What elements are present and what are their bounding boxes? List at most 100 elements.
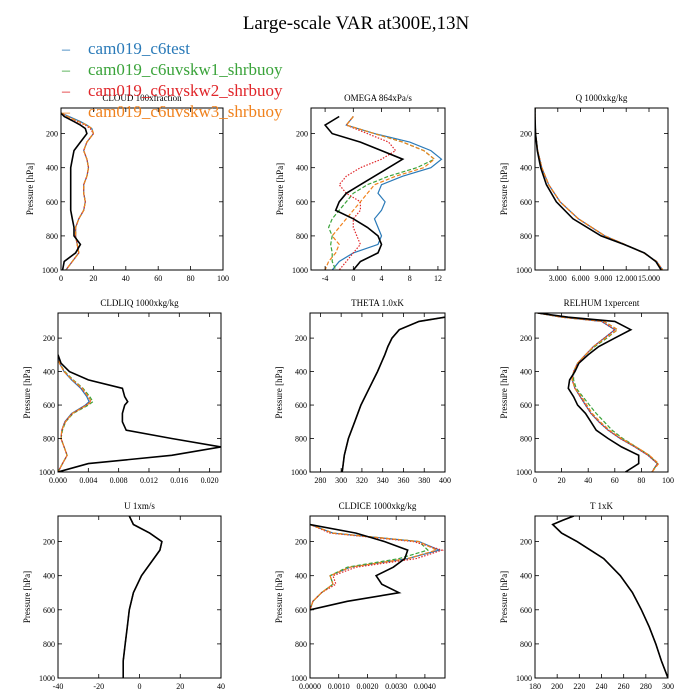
y-tick-label: 400: [43, 572, 55, 581]
y-tick-label: 400: [520, 572, 532, 581]
y-tick-label: 600: [520, 401, 532, 410]
panel-2: -4 0 4 8 12 200 400 600 800 1000 Pressure [hPa] OME…: [275, 93, 446, 283]
plot-frame: [60, 107, 224, 271]
x-tick-label: 0.004: [79, 476, 97, 485]
x-tick-label: -40: [53, 682, 64, 691]
legend-prefix-4: –: [61, 104, 71, 121]
x-tick-label: 280: [640, 682, 652, 691]
y-tick-label: 800: [43, 640, 55, 649]
plot-frame: [309, 515, 446, 679]
series-line-3: [535, 108, 664, 270]
series-line-3: [537, 313, 659, 472]
legend: – cam019_c6test – cam019_c6uvskw1_shrbuo…: [61, 39, 283, 121]
x-tick-label: 60: [154, 274, 162, 283]
y-tick-label: 1000: [516, 266, 532, 275]
series-line-5: [122, 516, 163, 678]
plot-frame: [534, 515, 669, 679]
plot-frame: [309, 312, 446, 473]
y-tick-label: 1000: [39, 674, 55, 683]
x-tick-label: 20: [89, 274, 97, 283]
series-line-5: [535, 108, 662, 270]
x-tick-label: 0: [138, 682, 142, 691]
x-tick-label: 0.0030: [385, 682, 407, 691]
x-tick-label: 40: [122, 274, 130, 283]
y-tick-label: 200: [520, 130, 532, 139]
y-axis-label: Pressure [hPa]: [274, 366, 284, 418]
y-tick-label: 800: [520, 640, 532, 649]
plot-frame: [534, 107, 669, 271]
panel-8: 0.0000 0.0010 0.0020 0.0030 0.0040 200 400 600 8…: [274, 501, 446, 691]
series-line-4: [341, 316, 445, 472]
x-tick-label: 60: [611, 476, 619, 485]
x-tick-label: 3.000: [549, 274, 567, 283]
x-tick-label: 240: [596, 682, 608, 691]
y-axis-label: Pressure [hPa]: [25, 163, 35, 215]
legend-prefix-3: –: [61, 83, 71, 100]
panel-title: THETA 1.0xK: [351, 298, 404, 308]
series-line-2: [341, 316, 445, 472]
y-tick-label: 600: [46, 198, 58, 207]
series-line-5: [341, 316, 445, 472]
x-tick-label: 260: [618, 682, 630, 691]
x-tick-label: 400: [439, 476, 451, 485]
panel-1: 0 20 40 60 80 100 200 400 600 800 1000 Pressure [hP…: [25, 93, 229, 283]
y-tick-label: 600: [43, 606, 55, 615]
x-tick-label: 0: [533, 476, 537, 485]
x-tick-label: 40: [217, 682, 225, 691]
series-line-4: [551, 516, 668, 678]
y-tick-label: 600: [295, 606, 307, 615]
series-line-5: [310, 523, 409, 611]
y-tick-label: 400: [295, 368, 307, 377]
panel-4: 0.000 0.004 0.008 0.012 0.016 0.020 200 400 600 8…: [22, 298, 222, 485]
y-tick-label: 200: [296, 130, 308, 139]
series-line-2: [535, 108, 664, 270]
plot-frame: [534, 312, 669, 473]
panel-6: 0 20 40 60 80 100 200 400 600 800 1000 Pressure [hP…: [499, 298, 674, 485]
y-tick-label: 800: [43, 435, 55, 444]
x-tick-label: 12.000: [615, 274, 637, 283]
series-line-4: [122, 516, 163, 678]
y-axis-label: Pressure [hPa]: [499, 366, 509, 418]
x-tick-label: 300: [335, 476, 347, 485]
series-line-4: [310, 523, 439, 610]
y-tick-label: 1000: [42, 266, 58, 275]
series-line-1: [341, 316, 445, 472]
series-line-5: [551, 516, 668, 678]
y-tick-label: 1000: [291, 674, 307, 683]
series-line-2: [122, 516, 163, 678]
x-tick-label: 200: [551, 682, 563, 691]
x-tick-label: 9.000: [594, 274, 612, 283]
x-tick-label: 0.012: [140, 476, 158, 485]
plot-frame: [57, 312, 222, 473]
y-tick-label: 800: [296, 232, 308, 241]
x-tick-label: 280: [314, 476, 326, 485]
x-tick-label: 6.000: [572, 274, 590, 283]
legend-entry-2: cam019_c6uvskw1_shrbuoy: [88, 60, 283, 79]
x-tick-label: 0.0000: [299, 682, 321, 691]
series-line-5: [323, 115, 405, 270]
y-tick-label: 400: [46, 164, 58, 173]
y-tick-label: 600: [520, 606, 532, 615]
y-tick-label: 800: [520, 232, 532, 241]
x-tick-label: 8: [408, 274, 412, 283]
y-tick-label: 600: [43, 401, 55, 410]
series-line-3: [61, 112, 95, 270]
y-tick-label: 1000: [39, 468, 55, 477]
y-tick-label: 1000: [516, 674, 532, 683]
y-axis-label: Pressure [hPa]: [499, 163, 509, 215]
y-axis-label: Pressure [hPa]: [275, 163, 285, 215]
y-tick-label: 400: [296, 164, 308, 173]
x-tick-label: 80: [637, 476, 645, 485]
x-tick-label: 0.0040: [414, 682, 436, 691]
y-tick-label: 600: [520, 198, 532, 207]
x-tick-label: 0: [59, 274, 63, 283]
x-tick-label: 100: [217, 274, 229, 283]
y-axis-label: Pressure [hPa]: [499, 571, 509, 623]
x-tick-label: 0.0010: [328, 682, 350, 691]
y-tick-label: 200: [520, 538, 532, 547]
y-tick-label: 200: [43, 334, 55, 343]
plot-frame: [57, 515, 222, 679]
y-tick-label: 800: [295, 435, 307, 444]
panel-5: 280 300 320 340 360 380 400 200 400 600 800 1000 Pre…: [274, 298, 451, 485]
x-tick-label: 100: [662, 476, 674, 485]
